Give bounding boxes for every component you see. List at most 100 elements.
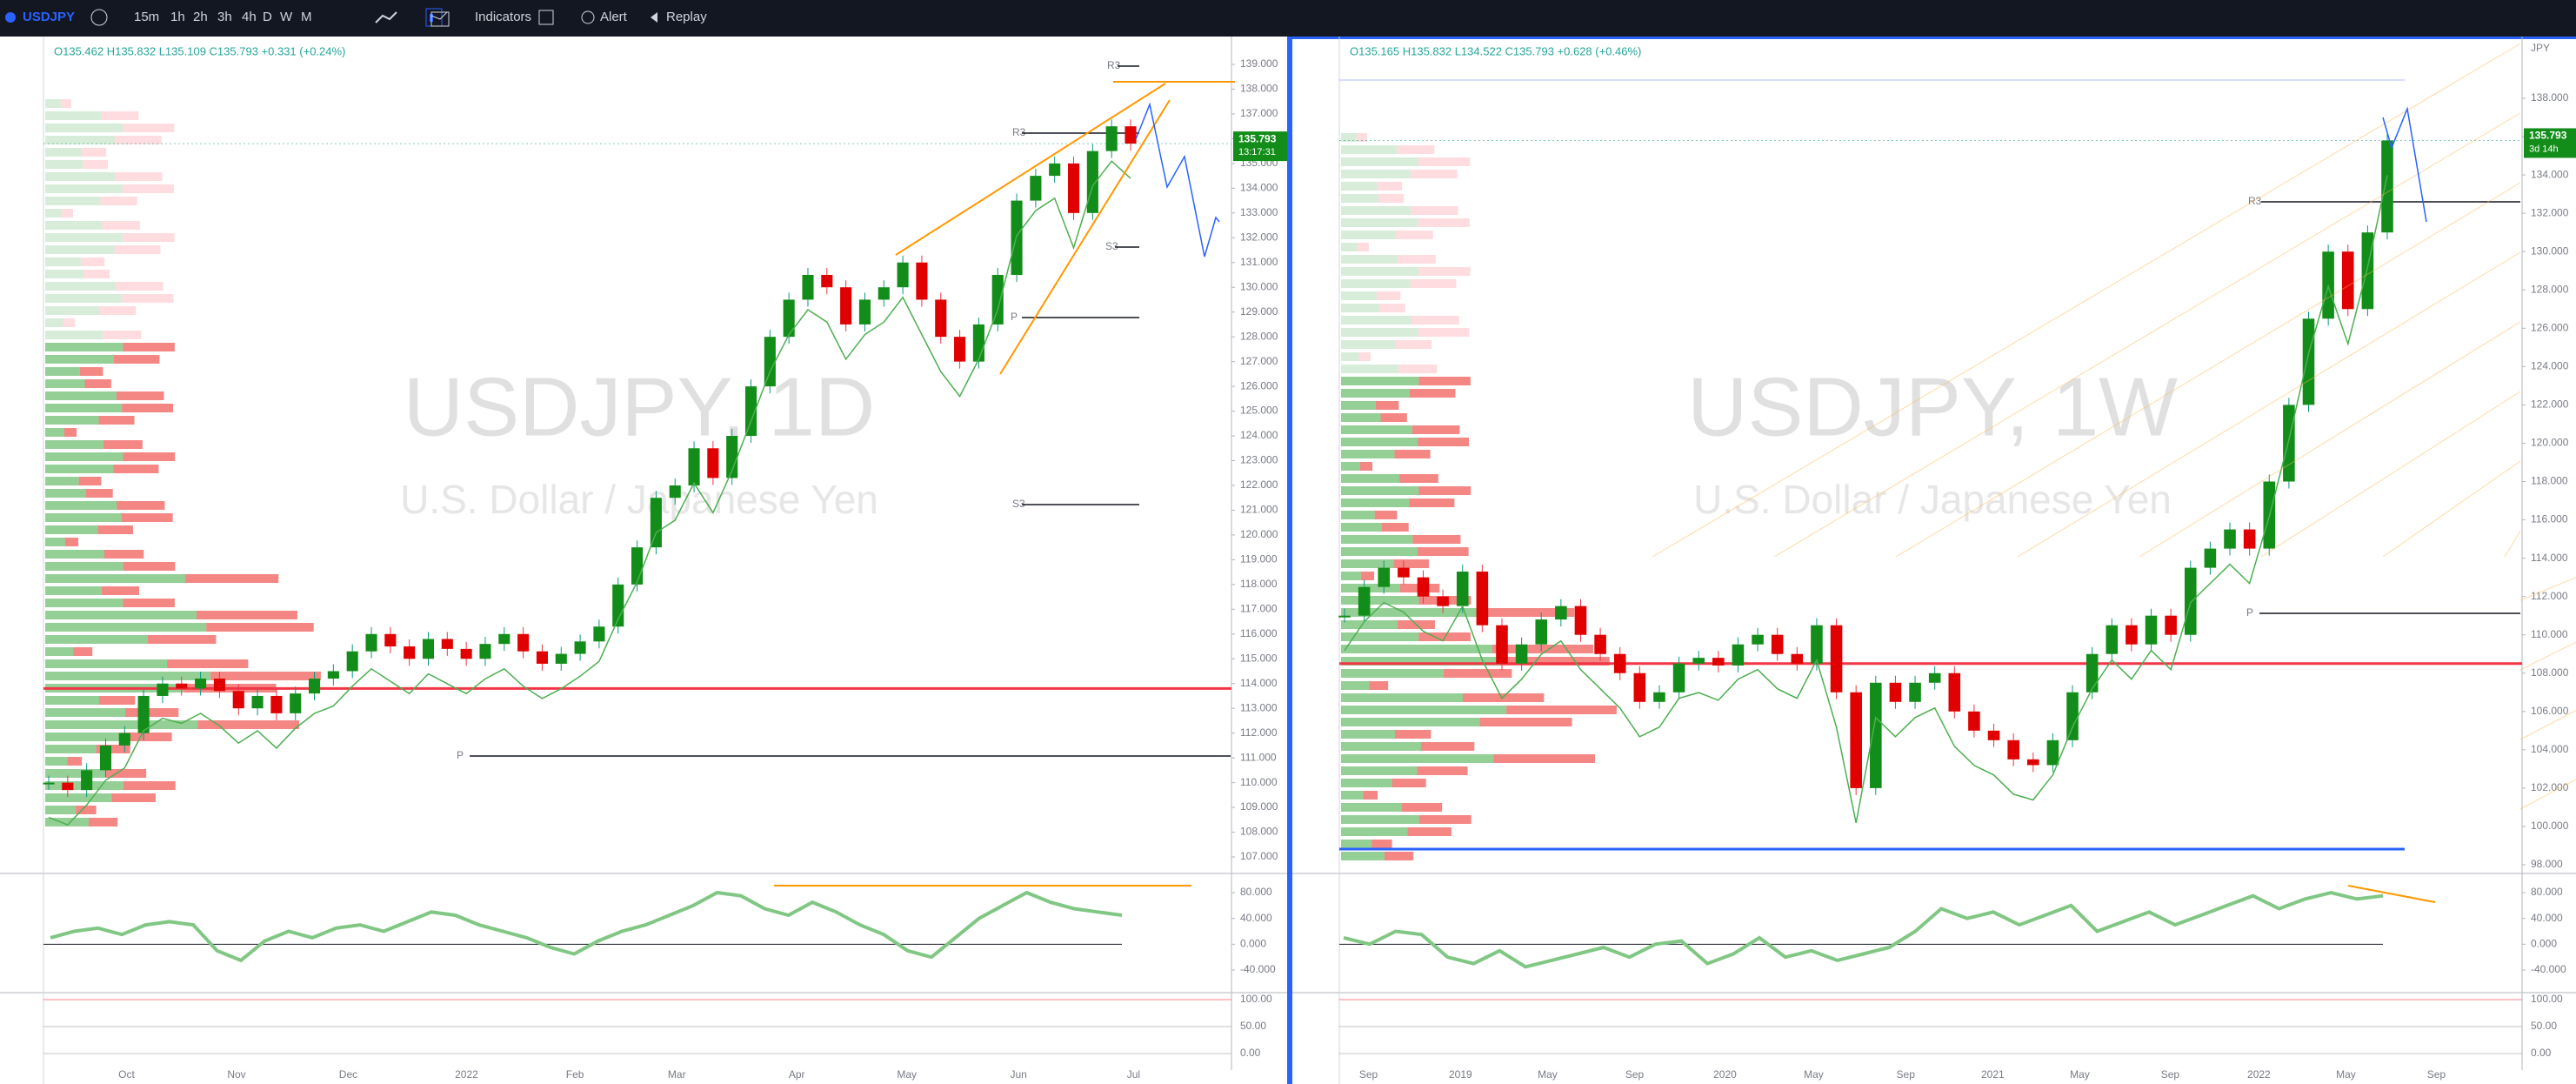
y-tick-label: 102.000 <box>2531 781 2569 793</box>
volume-profile-bar <box>122 124 175 132</box>
candle <box>840 287 852 325</box>
interval-button[interactable]: 3h <box>217 10 232 24</box>
volume-profile-bar <box>1411 425 1460 434</box>
pivot-label: P <box>457 749 464 761</box>
volume-profile-bar <box>1374 511 1398 519</box>
volume-profile-bar <box>1341 559 1394 568</box>
rsi-tick-label: 80.000 <box>1240 886 1272 898</box>
y-tick-label: 108.000 <box>2531 666 2569 679</box>
volume-profile-bar <box>45 343 123 351</box>
volume-profile-bar <box>1341 620 1398 629</box>
volume-profile-bar <box>45 465 114 473</box>
candle <box>1437 596 1449 606</box>
volume-profile-bar <box>45 355 114 364</box>
candle <box>744 386 757 437</box>
volume-profile-bar <box>1341 413 1381 422</box>
volume-profile-bar <box>1411 206 1458 215</box>
interval-button[interactable]: W <box>280 10 293 24</box>
interval-button[interactable]: M <box>301 10 312 24</box>
volume-profile-bar <box>45 708 125 717</box>
line-icon[interactable] <box>375 11 397 23</box>
stoch-tick-label: 50.00 <box>1240 1020 1266 1032</box>
interval-button[interactable]: 1h <box>170 10 185 24</box>
interval-button[interactable]: D <box>263 10 272 24</box>
candle <box>783 299 795 338</box>
add-symbol[interactable] <box>90 9 108 26</box>
symbol[interactable]: USDJPY <box>23 10 75 24</box>
layout-icon[interactable] <box>538 10 554 25</box>
volume-profile-bar <box>98 416 135 425</box>
volume-profile-bar <box>45 428 64 437</box>
volume-profile-bar <box>45 184 123 193</box>
rsi-line <box>50 890 1123 963</box>
volume-profile-bar <box>123 452 176 461</box>
volume-profile-bar <box>45 769 106 778</box>
volume-profile-bar <box>1380 413 1407 422</box>
volume-profile-bar <box>1341 754 1494 763</box>
y-tick-label: 118.000 <box>2531 475 2568 487</box>
interval-button[interactable]: 4h <box>242 10 257 24</box>
volume-profile-bar <box>78 477 102 485</box>
candle <box>650 498 662 548</box>
candle <box>2184 567 2197 635</box>
volume-profile-bar <box>45 379 85 388</box>
projection <box>2382 106 2427 223</box>
alert-icon <box>581 10 595 24</box>
countdown: 13:17:31 <box>1238 147 1276 157</box>
volume-profile-bar <box>63 318 76 327</box>
time-label: Sep <box>2427 1068 2446 1081</box>
stoch-tick-label: 100.00 <box>1240 993 1272 1005</box>
candle <box>1456 572 1469 606</box>
time-label: Sep <box>1359 1068 1378 1081</box>
projection <box>1135 102 1220 258</box>
volume-profile-bar <box>1341 791 1364 800</box>
indicators-button[interactable]: Indicators <box>475 10 531 24</box>
volume-profile-bar <box>45 404 123 412</box>
indicators-icon <box>430 11 450 27</box>
y-tick-label: 110.000 <box>1240 776 1278 788</box>
volume-profile-bar <box>1417 547 1469 556</box>
y-tick-label: 115.000 <box>1240 652 1278 664</box>
candle <box>1850 692 1862 788</box>
candle <box>1105 126 1118 151</box>
volume-profile-bar <box>45 647 74 656</box>
volume-profile-bar <box>1341 462 1360 471</box>
candle <box>1653 692 1665 702</box>
volume-profile-bar <box>45 270 84 278</box>
right-chart: USDJPY, 1W U.S. Dollar / Japanese Yen O135… <box>1292 37 2576 1084</box>
volume-profile-bar <box>1341 499 1410 507</box>
volume-profile-bar <box>1341 133 1357 142</box>
rsi-tick-label: -40.000 <box>2531 963 2566 975</box>
y-tick-label: 124.000 <box>2531 360 2569 372</box>
rsi-tick-label: 40.000 <box>1240 912 1272 924</box>
time-label: Sep <box>1897 1068 1916 1081</box>
volume-profile-bar <box>1341 779 1392 787</box>
candle <box>1692 658 1705 664</box>
time-label: May <box>2336 1068 2356 1081</box>
time-label: Dec <box>339 1068 357 1081</box>
replay-button[interactable]: Replay <box>666 10 707 24</box>
time-label: May <box>897 1068 917 1081</box>
volume-profile-bar <box>45 124 123 132</box>
active-divider <box>1287 37 1292 1084</box>
y-tick-label: 133.000 <box>1240 206 1278 218</box>
y-tick-label: 117.000 <box>1240 602 1278 614</box>
compare-icon <box>430 11 448 20</box>
interval-button[interactable]: 2h <box>193 10 208 24</box>
candle <box>1030 176 1042 201</box>
interval-button[interactable]: 15m <box>134 10 159 24</box>
candle <box>1613 653 1626 673</box>
candle <box>669 485 681 499</box>
candle <box>213 679 225 692</box>
alert-button[interactable]: Alert <box>600 10 628 24</box>
candle <box>2204 548 2217 568</box>
trailing-stop <box>1344 175 2388 824</box>
y-tick-label: 122.000 <box>2531 398 2569 411</box>
watermark-subtitle: U.S. Dollar / Japanese Yen <box>1693 477 2172 522</box>
time-label: Oct <box>118 1068 135 1081</box>
volume-profile-bar <box>100 197 137 205</box>
volume-profile-bar <box>1341 170 1411 178</box>
volume-profile-bar <box>1418 267 1471 276</box>
y-tick-label: 109.000 <box>1240 800 1278 813</box>
last-price-tag <box>1233 131 1287 162</box>
